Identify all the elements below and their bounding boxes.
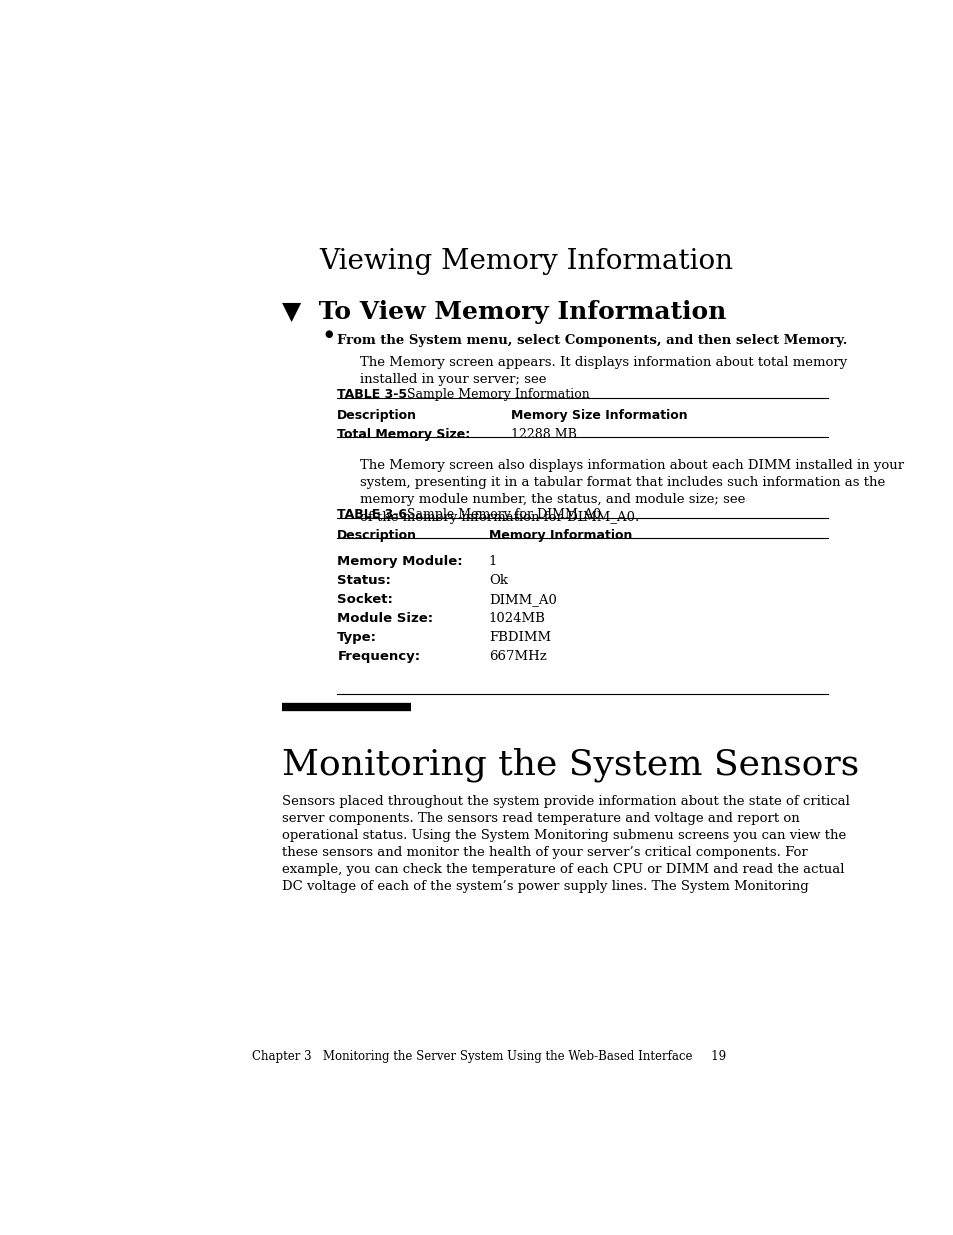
Text: The Memory screen appears. It displays information about total memory: The Memory screen appears. It displays i…	[359, 356, 846, 368]
Text: server components. The sensors read temperature and voltage and report on: server components. The sensors read temp…	[282, 811, 799, 825]
Text: Sample Memory for DIMM_A0: Sample Memory for DIMM_A0	[390, 508, 600, 521]
Text: TABLE 3-6: TABLE 3-6	[337, 508, 407, 521]
Text: Description: Description	[337, 529, 416, 542]
Text: DC voltage of each of the system’s power supply lines. The System Monitoring: DC voltage of each of the system’s power…	[282, 881, 808, 893]
Text: memory module number, the status, and module size; see: memory module number, the status, and mo…	[359, 494, 748, 506]
Text: of the memory information for DIMM_A0.: of the memory information for DIMM_A0.	[359, 510, 639, 524]
Text: Sensors placed throughout the system provide information about the state of crit: Sensors placed throughout the system pro…	[282, 795, 849, 808]
Text: Status:: Status:	[337, 574, 391, 587]
Text: 667MHz: 667MHz	[488, 651, 546, 663]
Text: Module Size:: Module Size:	[337, 613, 433, 625]
Text: Description: Description	[337, 409, 416, 422]
Text: Viewing Memory Information: Viewing Memory Information	[318, 248, 732, 275]
Text: installed in your server; see: installed in your server; see	[359, 373, 550, 385]
Text: Chapter 3   Monitoring the Server System Using the Web-Based Interface     19: Chapter 3 Monitoring the Server System U…	[252, 1050, 725, 1063]
Text: Monitoring the System Sensors: Monitoring the System Sensors	[282, 747, 859, 782]
Text: ●: ●	[324, 330, 333, 338]
Text: The Memory screen also displays information about each DIMM installed in your: The Memory screen also displays informat…	[359, 459, 902, 472]
Text: Ok: Ok	[488, 574, 507, 587]
Text: Total Memory Size:: Total Memory Size:	[337, 427, 470, 441]
Text: these sensors and monitor the health of your server’s critical components. For: these sensors and monitor the health of …	[282, 846, 807, 860]
Text: Memory Module:: Memory Module:	[337, 556, 462, 568]
Text: example, you can check the temperature of each CPU or DIMM and read the actual: example, you can check the temperature o…	[282, 863, 843, 877]
Text: Frequency:: Frequency:	[337, 651, 420, 663]
Text: Socket:: Socket:	[337, 593, 393, 606]
Text: Sample Memory Information: Sample Memory Information	[390, 388, 589, 401]
Text: DIMM_A0: DIMM_A0	[488, 593, 557, 606]
Text: Memory Information: Memory Information	[488, 529, 632, 542]
Text: TABLE 3-5: TABLE 3-5	[337, 388, 407, 401]
Text: Memory Size Information: Memory Size Information	[511, 409, 687, 422]
Text: 1: 1	[488, 556, 497, 568]
Text: FBDIMM: FBDIMM	[488, 631, 551, 645]
Text: operational status. Using the System Monitoring submenu screens you can view the: operational status. Using the System Mon…	[282, 829, 845, 842]
Text: ▼  To View Memory Information: ▼ To View Memory Information	[282, 300, 725, 325]
Text: 1024MB: 1024MB	[488, 613, 545, 625]
Text: From the System menu, select Components, and then select Memory.: From the System menu, select Components,…	[337, 333, 847, 347]
Text: system, presenting it in a tabular format that includes such information as the: system, presenting it in a tabular forma…	[359, 477, 883, 489]
Text: 12288 MB: 12288 MB	[511, 427, 577, 441]
Text: Type:: Type:	[337, 631, 377, 645]
